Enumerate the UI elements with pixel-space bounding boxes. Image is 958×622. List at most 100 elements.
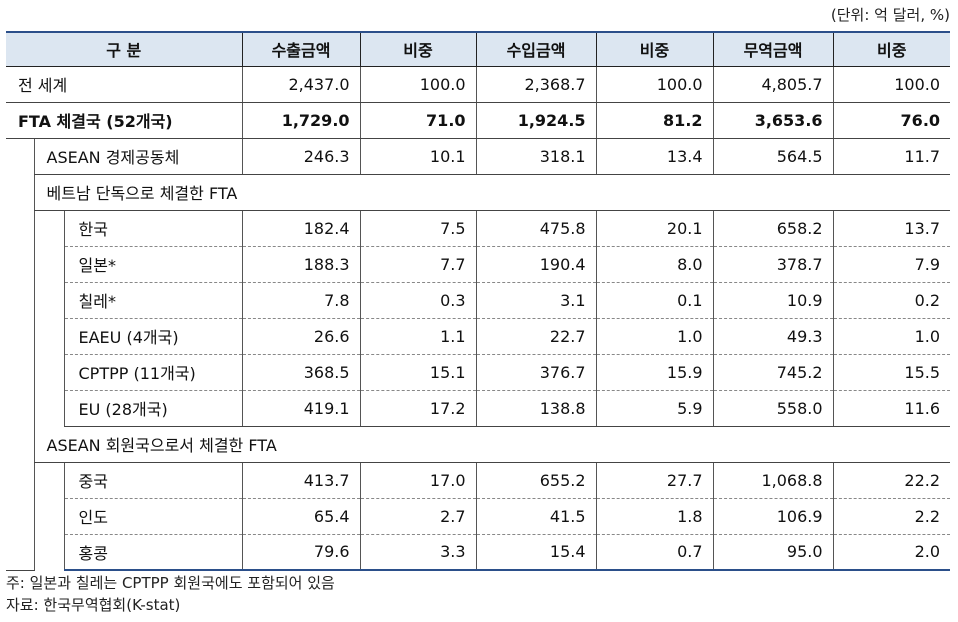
row-china: 중국 413.7 17.0 655.2 27.7 1,068.8 22.2 — [6, 462, 951, 570]
indent-spacer — [33, 210, 64, 426]
export-share: 1.1 — [359, 318, 477, 355]
export-share: 10.1 — [359, 138, 477, 175]
trade-amount: 95.0 — [712, 534, 834, 571]
row-eu: EU (28개국) 419.1 17.2 138.8 5.9 558.0 11.… — [6, 390, 951, 427]
row-asean-community: ASEAN 경제공동체 246.3 10.1 318.1 13.4 564.5 … — [6, 138, 951, 571]
import-share: 1.0 — [595, 318, 714, 355]
trade-amount: 49.3 — [712, 318, 834, 355]
header-row: 구 분 수출금액 비중 수입금액 비중 무역금액 비중 — [6, 31, 951, 67]
import-share: 0.7 — [595, 534, 714, 571]
trade-share: 2.2 — [832, 498, 951, 535]
export-share: 0.3 — [359, 282, 477, 319]
trade-share: 2.0 — [832, 534, 951, 571]
import-share: 5.9 — [595, 390, 714, 427]
row-cptpp: CPTPP (11개국) 368.5 15.1 376.7 15.9 745.2… — [6, 354, 951, 391]
import-amount: 376.7 — [475, 354, 597, 391]
row-label: CPTPP (11개국) — [63, 354, 243, 391]
row-label: ASEAN 경제공동체 — [33, 138, 243, 175]
footnote-note: 주: 일본과 칠레는 CPTPP 회원국에도 포함되어 있음 — [6, 574, 335, 592]
row-label: EU (28개국) — [63, 390, 243, 427]
import-amount: 22.7 — [475, 318, 597, 355]
group-label: 베트남 단독으로 체결한 FTA — [33, 174, 951, 211]
row-label: 한국 — [63, 210, 243, 247]
import-share: 13.4 — [595, 138, 714, 175]
import-amount: 15.4 — [475, 534, 597, 571]
trade-amount: 378.7 — [712, 246, 834, 283]
trade-share: 11.7 — [832, 138, 951, 175]
trade-amount: 658.2 — [712, 210, 834, 247]
export-amount: 413.7 — [241, 462, 361, 499]
trade-share: 100.0 — [832, 66, 951, 103]
trade-share: 11.6 — [832, 390, 951, 427]
import-amount: 190.4 — [475, 246, 597, 283]
row-india: 인도 65.4 2.7 41.5 1.8 106.9 2.2 — [6, 498, 951, 535]
export-amount: 1,729.0 — [241, 102, 361, 139]
trade-share: 13.7 — [832, 210, 951, 247]
group-label: ASEAN 회원국으로서 체결한 FTA — [33, 426, 951, 463]
import-amount: 2,368.7 — [475, 66, 597, 103]
export-amount: 419.1 — [241, 390, 361, 427]
unit-note: (단위: 억 달러, %) — [830, 6, 950, 24]
row-chile: 칠레* 7.8 0.3 3.1 0.1 10.9 0.2 — [6, 282, 951, 319]
row-group-asean-fta: ASEAN 회원국으로서 체결한 FTA — [6, 426, 951, 463]
row-eaeu: EAEU (4개국) 26.6 1.1 22.7 1.0 49.3 1.0 — [6, 318, 951, 355]
trade-share: 22.2 — [832, 462, 951, 499]
trade-share: 7.9 — [832, 246, 951, 283]
header-trade-amount: 무역금액 — [712, 31, 834, 67]
row-label: 일본* — [63, 246, 243, 283]
import-amount: 475.8 — [475, 210, 597, 247]
indent-spacer — [6, 138, 34, 571]
trade-share: 76.0 — [832, 102, 951, 139]
export-amount: 79.6 — [241, 534, 361, 571]
row-label: 인도 — [63, 498, 243, 535]
trade-amount: 4,805.7 — [712, 66, 834, 103]
row-korea: 한국 182.4 7.5 475.8 20.1 658.2 13.7 — [6, 210, 951, 426]
import-share: 0.1 — [595, 282, 714, 319]
row-japan: 일본* 188.3 7.7 190.4 8.0 378.7 7.9 — [6, 246, 951, 283]
export-share: 7.5 — [359, 210, 477, 247]
footnote-source: 자료: 한국무역협회(K-stat) — [6, 596, 181, 614]
import-share: 20.1 — [595, 210, 714, 247]
trade-share: 0.2 — [832, 282, 951, 319]
header-import-share: 비중 — [595, 31, 714, 67]
trade-amount: 3,653.6 — [712, 102, 834, 139]
export-share: 7.7 — [359, 246, 477, 283]
import-share: 81.2 — [595, 102, 714, 139]
export-amount: 26.6 — [241, 318, 361, 355]
import-share: 8.0 — [595, 246, 714, 283]
export-share: 2.7 — [359, 498, 477, 535]
import-share: 1.8 — [595, 498, 714, 535]
export-amount: 246.3 — [241, 138, 361, 175]
trade-amount: 1,068.8 — [712, 462, 834, 499]
import-amount: 41.5 — [475, 498, 597, 535]
export-amount: 65.4 — [241, 498, 361, 535]
trade-share: 15.5 — [832, 354, 951, 391]
trade-amount: 558.0 — [712, 390, 834, 427]
export-amount: 188.3 — [241, 246, 361, 283]
export-amount: 7.8 — [241, 282, 361, 319]
row-label: 칠레* — [63, 282, 243, 319]
import-amount: 138.8 — [475, 390, 597, 427]
import-amount: 3.1 — [475, 282, 597, 319]
row-label: FTA 체결국 (52개국) — [6, 102, 243, 139]
header-trade-share: 비중 — [832, 31, 951, 67]
export-amount: 2,437.0 — [241, 66, 361, 103]
trade-share: 1.0 — [832, 318, 951, 355]
row-fta-total: FTA 체결국 (52개국) 1,729.0 71.0 1,924.5 81.2… — [6, 102, 951, 139]
export-share: 100.0 — [359, 66, 477, 103]
row-label: 전 세계 — [6, 66, 243, 103]
header-export-amount: 수출금액 — [241, 31, 361, 67]
header-category: 구 분 — [6, 31, 243, 67]
export-share: 71.0 — [359, 102, 477, 139]
row-label: EAEU (4개국) — [63, 318, 243, 355]
export-share: 17.0 — [359, 462, 477, 499]
trade-amount: 10.9 — [712, 282, 834, 319]
import-share: 100.0 — [595, 66, 714, 103]
import-share: 27.7 — [595, 462, 714, 499]
row-group-vietnam-fta: 베트남 단독으로 체결한 FTA — [6, 174, 951, 211]
indent-spacer — [33, 462, 64, 570]
header-export-share: 비중 — [359, 31, 477, 67]
import-amount: 318.1 — [475, 138, 597, 175]
import-amount: 655.2 — [475, 462, 597, 499]
trade-amount: 564.5 — [712, 138, 834, 175]
